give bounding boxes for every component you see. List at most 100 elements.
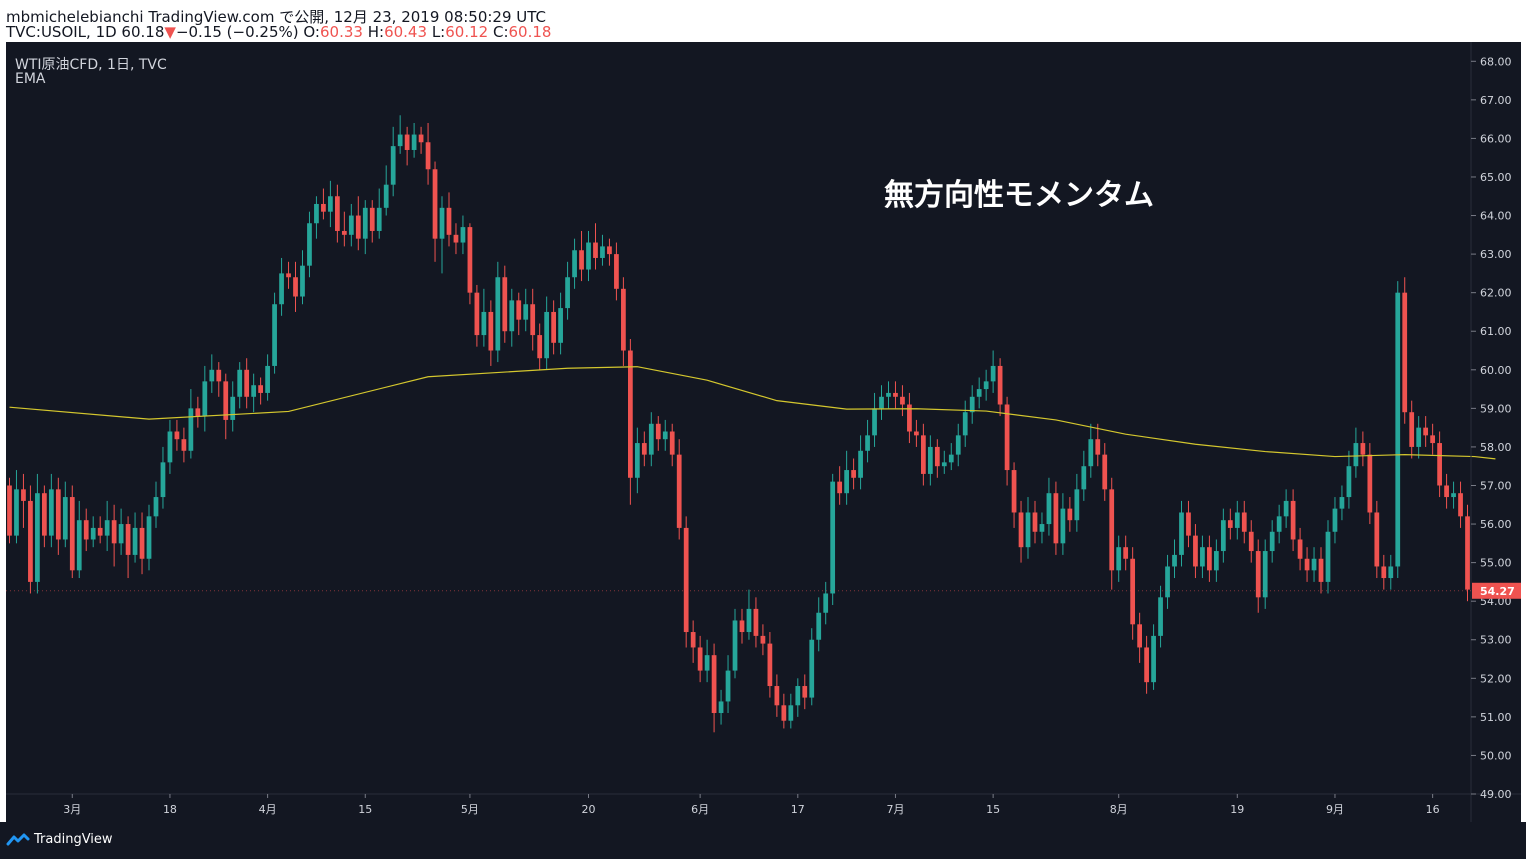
candle-body	[1304, 558, 1310, 571]
candle-body	[1200, 547, 1205, 567]
candle-body	[586, 242, 591, 270]
candle-body	[362, 207, 368, 239]
candle-body	[1032, 512, 1038, 532]
candle-body	[1158, 597, 1163, 636]
candle-body	[1220, 520, 1226, 552]
candle-body	[837, 481, 843, 494]
candle-body	[230, 396, 236, 420]
candle-body	[962, 412, 968, 436]
candle-body	[21, 489, 26, 501]
candle-body	[1353, 443, 1359, 467]
candle-body	[704, 655, 710, 671]
candle-body	[1137, 624, 1143, 648]
candle-body	[816, 612, 822, 640]
candle-body	[1116, 547, 1122, 571]
candle-body	[516, 300, 522, 320]
candle-body	[1081, 466, 1087, 490]
candle-body	[634, 443, 640, 478]
candle-body	[830, 481, 836, 594]
price-tick-label: 67.00	[1480, 94, 1512, 107]
candle-body	[404, 134, 410, 150]
candle-body	[690, 632, 696, 648]
candle-body	[544, 311, 550, 359]
candle-body	[955, 435, 961, 455]
candle-body	[1311, 558, 1317, 571]
candle-body	[1172, 554, 1177, 567]
low-value: 60.12	[445, 23, 489, 41]
price-tick-label: 58.00	[1480, 441, 1512, 454]
symbol-quote-line: TVC:USOIL, 1D 60.18▼−0.15 (−0.25%) O:60.…	[6, 23, 551, 41]
down-arrow-icon: ▼	[164, 23, 176, 41]
candle-body	[376, 207, 382, 231]
candle-body	[997, 365, 1003, 405]
candle-body	[293, 277, 298, 297]
candlestick-chart[interactable]: 68.00 67.00 66.00 65.00 64.00 63.00 62.00 61.00…	[6, 42, 1521, 822]
candle-body	[1290, 500, 1296, 540]
candle-body	[746, 608, 752, 633]
time-tick-label: 15	[358, 803, 372, 816]
candle-body	[1367, 454, 1373, 513]
candle-body	[795, 686, 801, 706]
candle-body	[453, 234, 459, 243]
candle-body	[502, 277, 508, 332]
plot-background	[6, 42, 1521, 822]
candle-body	[1130, 558, 1136, 625]
candle-body	[146, 516, 152, 559]
candle-body	[244, 369, 250, 397]
candle-body	[851, 470, 856, 478]
candle-body	[125, 524, 131, 555]
candle-body	[1025, 512, 1031, 548]
candle-body	[237, 369, 243, 397]
candle-body	[1060, 508, 1066, 544]
candle-body	[1451, 493, 1456, 498]
price-tick-label: 63.00	[1480, 248, 1512, 261]
candle-body	[1102, 454, 1108, 490]
candle-body	[1018, 512, 1024, 548]
candle-body	[390, 146, 396, 185]
candle-body	[41, 493, 47, 536]
price-tick-label: 55.00	[1480, 557, 1512, 570]
time-tick-label: 4月	[259, 803, 277, 816]
candle-body	[523, 304, 529, 320]
footer-brand[interactable]: TradingView	[34, 832, 113, 847]
candle-body	[607, 246, 612, 255]
time-tick-label: 15	[986, 803, 1000, 816]
candle-body	[886, 392, 891, 397]
candle-body	[1360, 443, 1366, 455]
candle-body	[1409, 412, 1415, 447]
price-tick-label: 61.00	[1480, 325, 1512, 338]
candle-body	[369, 207, 375, 231]
candle-body	[1123, 547, 1129, 559]
candle-body	[321, 203, 326, 212]
candle-body	[418, 134, 424, 143]
low-label: L:	[431, 23, 446, 41]
last-price-badge	[1472, 582, 1521, 599]
candle-body	[397, 134, 403, 147]
ema-line	[9, 366, 1496, 460]
candle-body	[509, 300, 515, 332]
chart-panel[interactable]: 68.00 67.00 66.00 65.00 64.00 63.00 62.00 61.00…	[6, 42, 1521, 822]
candle-body	[1165, 566, 1170, 598]
candle-body	[530, 304, 536, 336]
candle-body	[446, 207, 452, 235]
candle-body	[265, 365, 270, 393]
candle-body	[565, 277, 570, 309]
price-tick-label: 52.00	[1480, 672, 1512, 685]
price-tick-label: 68.00	[1480, 55, 1512, 68]
candle-body	[1269, 531, 1275, 552]
chart-annotation: 無方向性モメンタム	[884, 178, 1154, 213]
price-tick-label: 57.00	[1480, 479, 1512, 492]
candle-body	[188, 408, 194, 451]
tradingview-logo-icon[interactable]	[6, 832, 30, 848]
candle-body	[1395, 292, 1401, 567]
time-tick-label: 17	[791, 803, 805, 816]
price-tick-label: 62.00	[1480, 287, 1512, 300]
candle-body	[167, 431, 173, 463]
candle-body	[725, 670, 731, 702]
candle-body	[697, 647, 703, 671]
candle-body	[914, 431, 919, 436]
candle-body	[1144, 647, 1149, 683]
candle-body	[76, 520, 82, 571]
candle-body	[1046, 493, 1052, 525]
candle-body	[1207, 547, 1212, 571]
